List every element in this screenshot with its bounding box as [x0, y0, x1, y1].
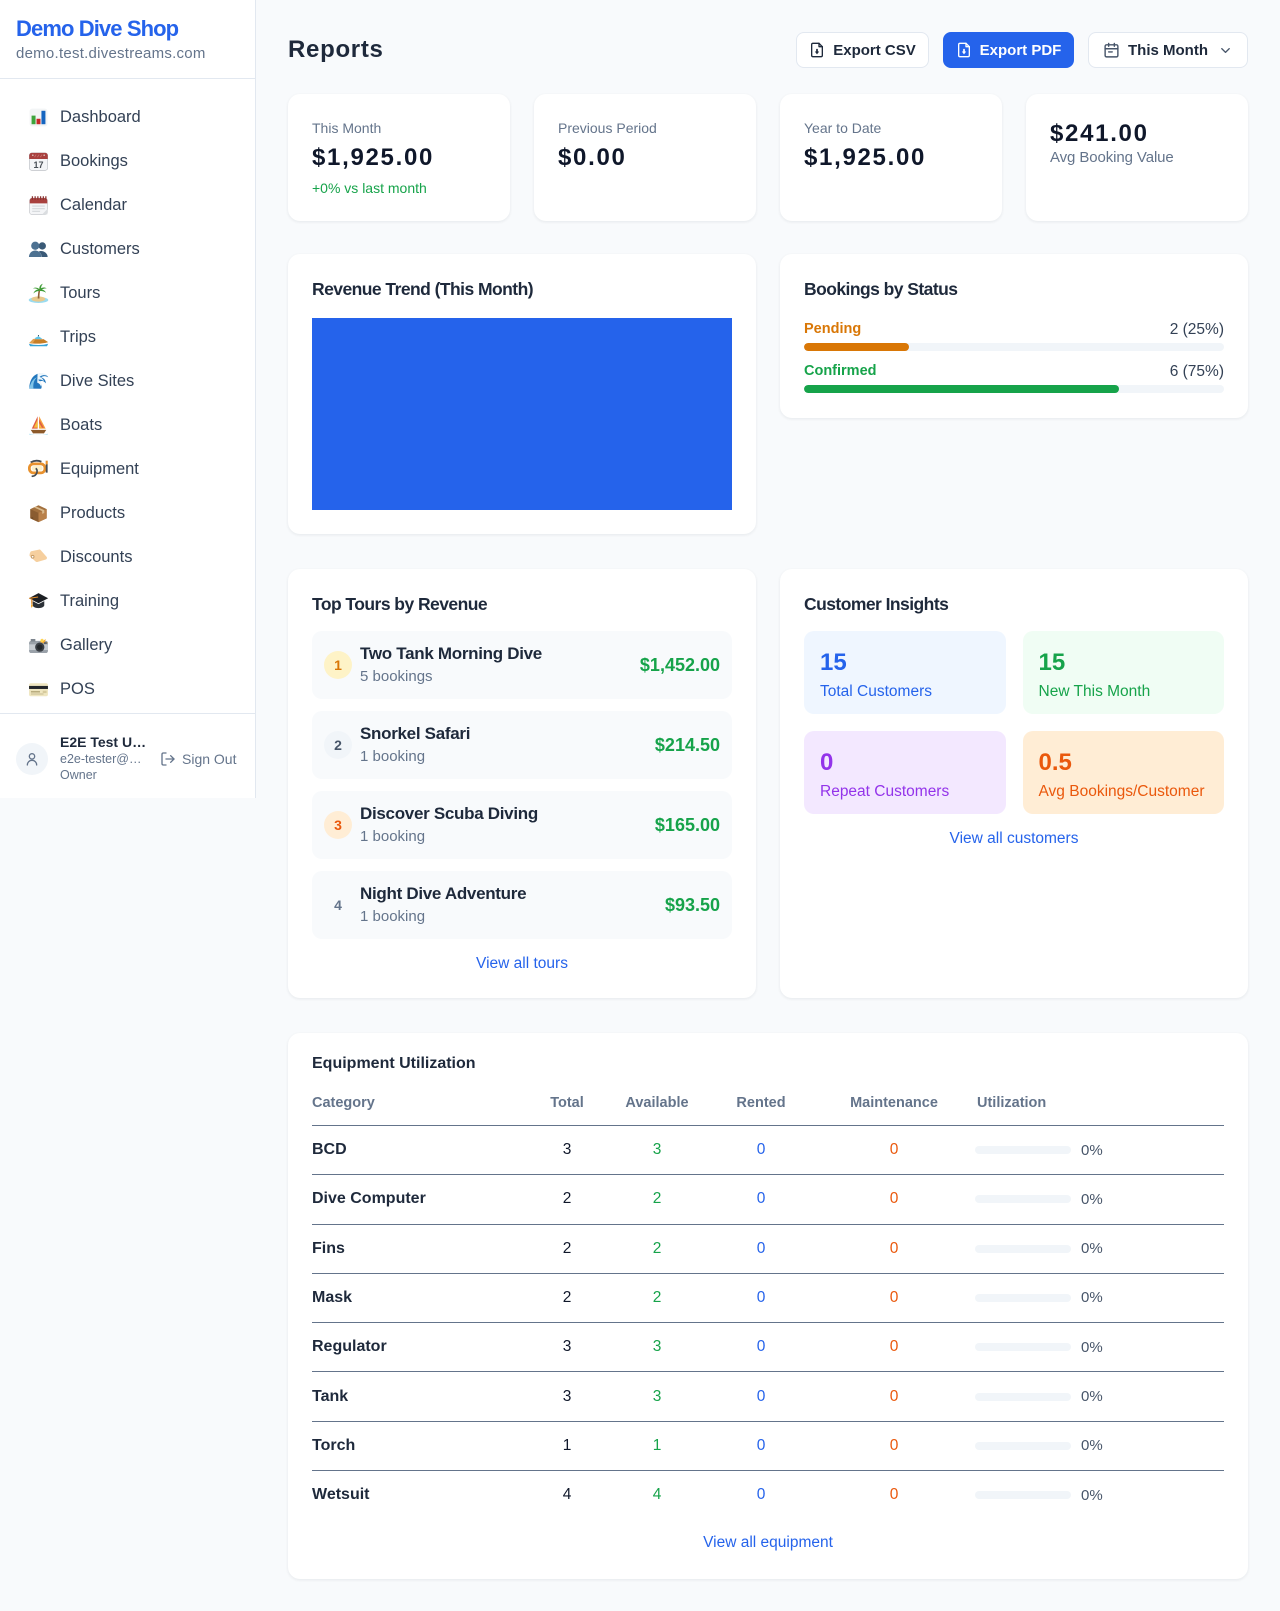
- svg-text:17: 17: [33, 159, 43, 169]
